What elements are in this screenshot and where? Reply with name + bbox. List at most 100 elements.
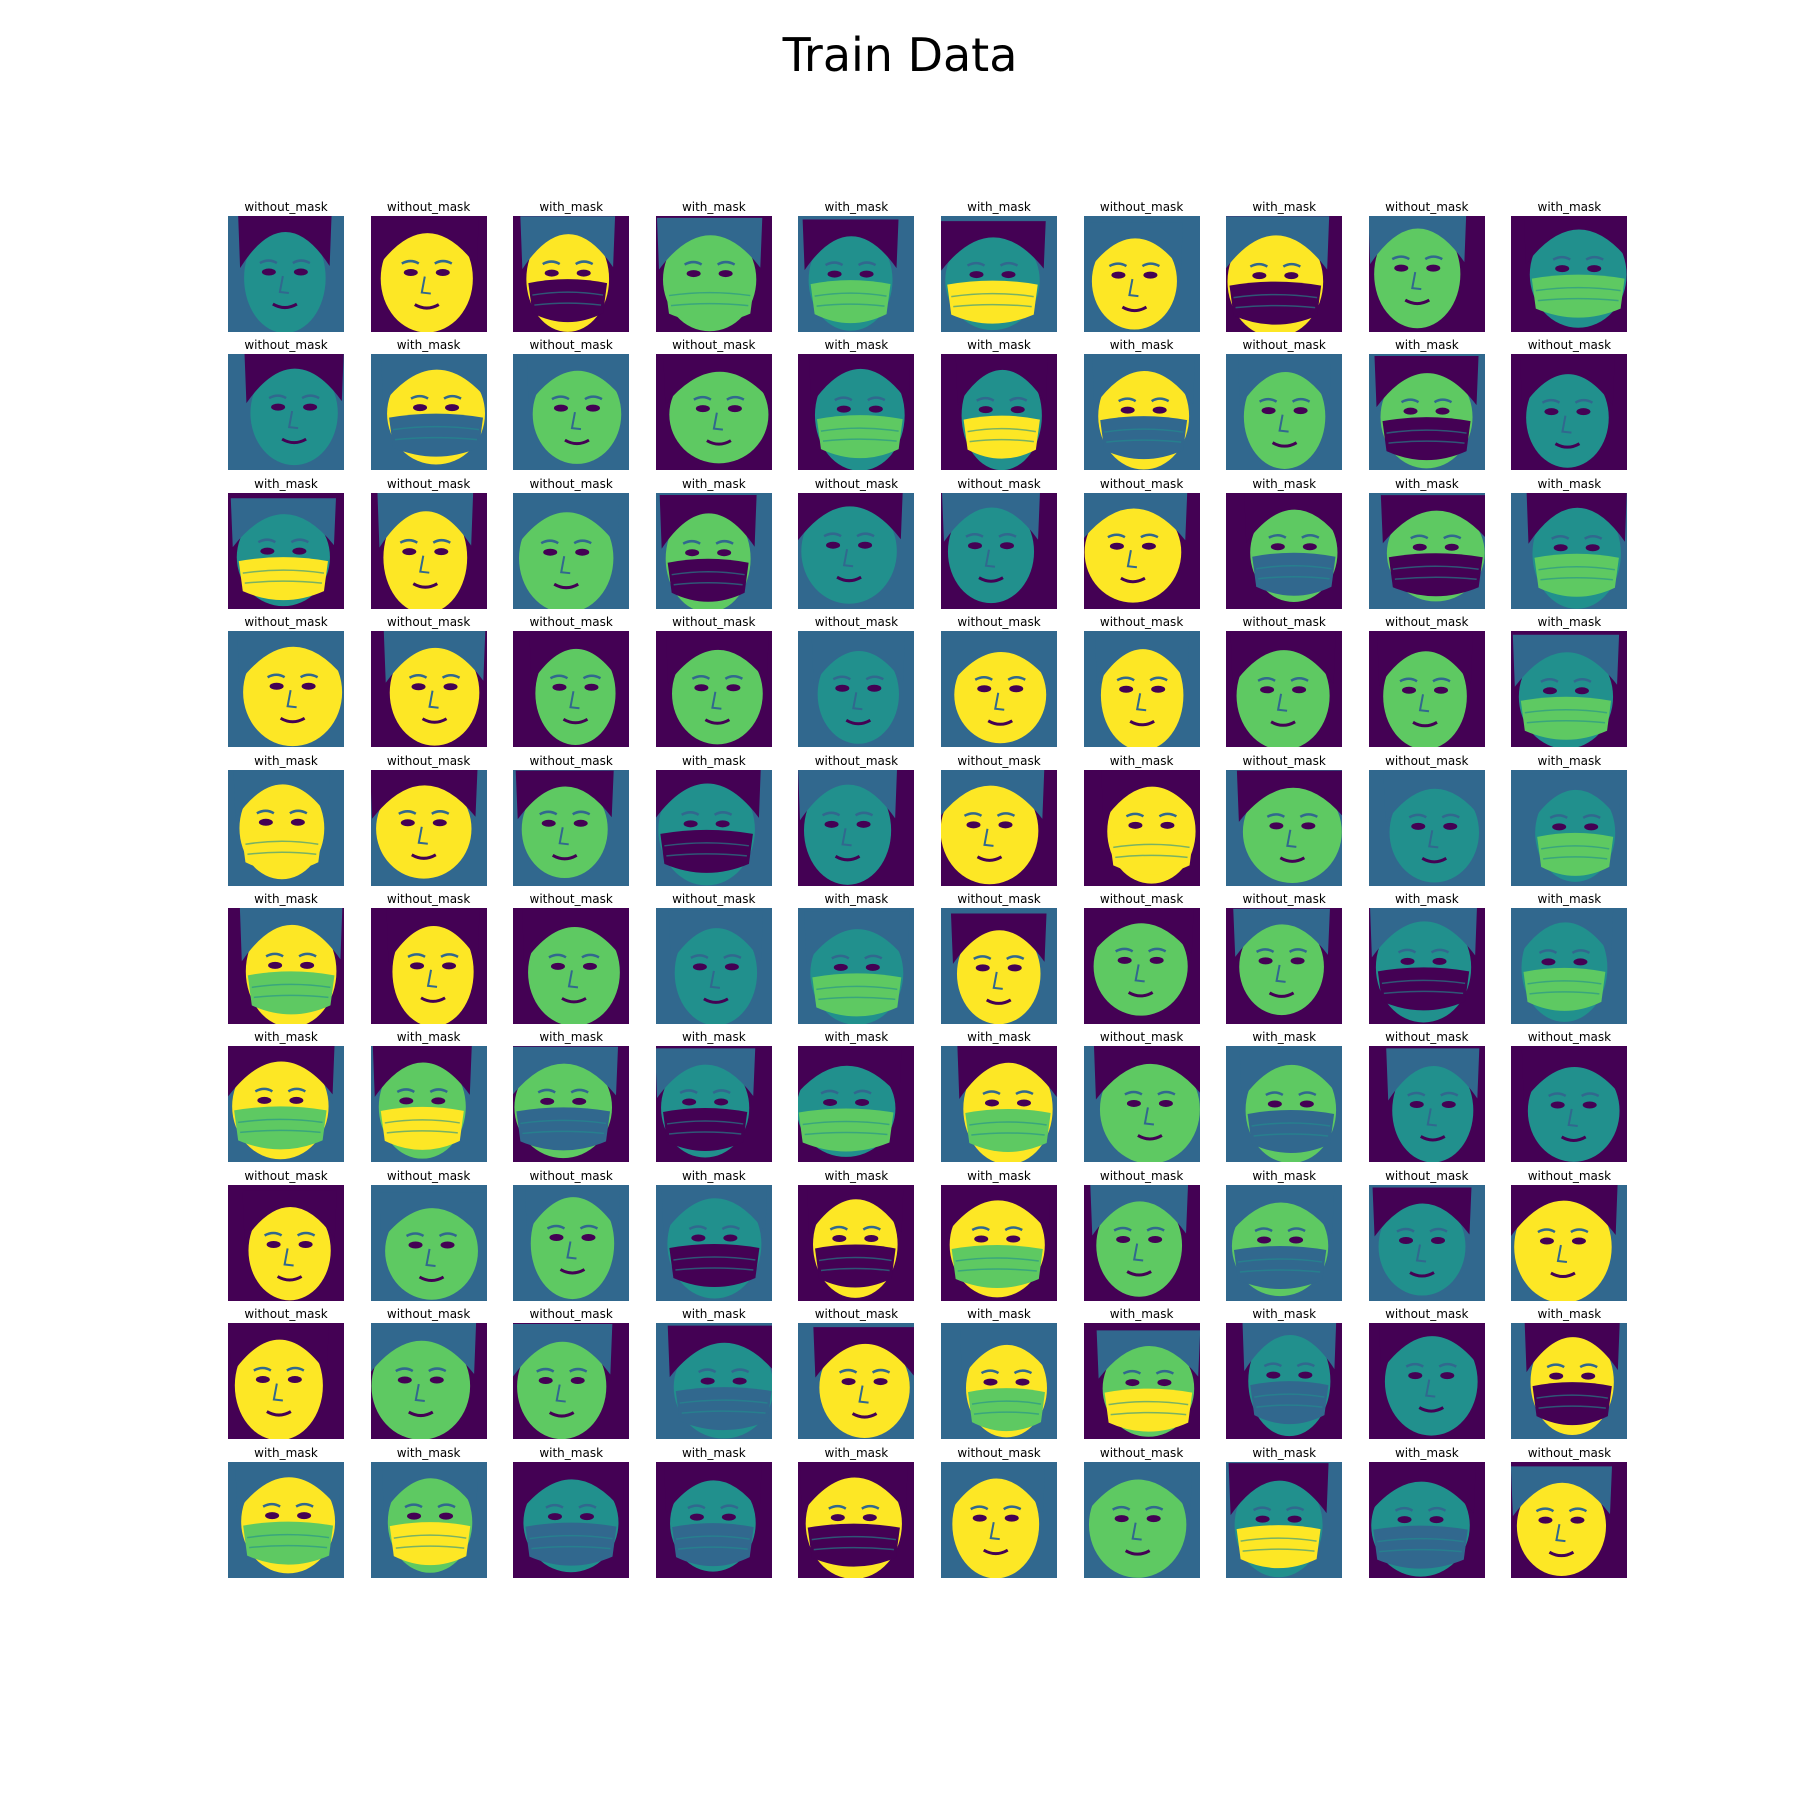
image-label: with_mask <box>254 753 318 768</box>
face-thumbnail <box>1368 1184 1485 1301</box>
face-thumbnail <box>513 908 630 1024</box>
image-label: with_mask <box>1252 476 1317 491</box>
image-label: with_mask <box>254 892 318 906</box>
face-image <box>1368 1461 1485 1578</box>
face-image <box>513 769 630 886</box>
face-thumbnail <box>1226 631 1343 748</box>
face-image <box>1368 769 1485 886</box>
face-thumbnail <box>370 631 487 748</box>
face-image <box>370 216 487 332</box>
face-thumbnail <box>228 631 344 748</box>
face-thumbnail <box>513 354 630 471</box>
face-image <box>1368 492 1485 609</box>
face-image <box>370 769 487 886</box>
image-label: without_mask <box>814 615 899 630</box>
face-image <box>941 1323 1057 1440</box>
image-label: without_mask <box>386 615 471 630</box>
face-image <box>228 1046 344 1163</box>
face-image <box>798 1046 915 1163</box>
face-image <box>1226 354 1343 471</box>
face-thumbnail <box>1226 1184 1343 1301</box>
face-thumbnail <box>655 1184 772 1301</box>
face-image <box>1511 1323 1628 1440</box>
face-thumbnail <box>941 354 1057 471</box>
face-thumbnail <box>1511 354 1628 471</box>
face-image <box>1083 354 1200 471</box>
face-image <box>513 492 630 609</box>
face-thumbnail <box>1511 769 1628 886</box>
image-label: without_mask <box>814 753 899 768</box>
image-label: with_mask <box>539 200 604 214</box>
face-image <box>941 354 1057 471</box>
image-label: without_mask <box>529 338 613 353</box>
image-label: with_mask <box>967 1030 1031 1045</box>
face-thumbnail <box>941 1461 1057 1578</box>
face-thumbnail <box>655 1046 772 1163</box>
face-image <box>1083 492 1200 609</box>
image-label: with_mask <box>1109 1307 1174 1322</box>
face-image <box>655 769 772 886</box>
face-thumbnail <box>228 216 344 332</box>
face-thumbnail <box>1083 354 1200 471</box>
face-thumbnail <box>655 908 772 1024</box>
image-label: without_mask <box>1099 1445 1184 1460</box>
face-image <box>1226 769 1343 886</box>
face-thumbnail <box>798 908 915 1024</box>
figure-title: Train Data <box>782 28 1018 82</box>
image-label: with_mask <box>681 200 746 214</box>
image-label: without_mask <box>1099 892 1184 906</box>
image-label: with_mask <box>254 476 318 491</box>
face-thumbnail <box>798 1323 915 1440</box>
face-thumbnail <box>228 908 344 1024</box>
face-image <box>798 1184 915 1301</box>
image-label: without_mask <box>814 476 899 491</box>
face-thumbnail <box>1368 769 1485 886</box>
face-thumbnail <box>228 1323 344 1440</box>
face-thumbnail <box>941 492 1057 609</box>
face-thumbnail <box>370 492 487 609</box>
face-thumbnail <box>228 769 344 886</box>
face-image <box>941 908 1057 1024</box>
face-thumbnail <box>941 1184 1057 1301</box>
face-thumbnail <box>1226 354 1343 471</box>
image-label: without_mask <box>1527 1445 1612 1460</box>
face-thumbnail <box>1368 354 1485 471</box>
face-thumbnail <box>513 1323 630 1440</box>
image-label: without_mask <box>1099 1030 1184 1045</box>
image-label: without_mask <box>529 892 613 906</box>
face-thumbnail <box>1368 631 1485 748</box>
face-thumbnail <box>941 1323 1057 1440</box>
face-image <box>1083 1046 1200 1163</box>
face-thumbnail <box>1083 1046 1200 1163</box>
face-image <box>513 631 630 748</box>
face-image <box>1368 1323 1485 1440</box>
face-thumbnail <box>1511 908 1628 1024</box>
image-label: without_mask <box>244 1307 328 1322</box>
face-image <box>228 1184 344 1301</box>
face-image <box>1083 769 1200 886</box>
image-label: without_mask <box>529 1168 613 1183</box>
face-thumbnail <box>798 492 915 609</box>
face-image <box>798 354 915 471</box>
face-thumbnail <box>1083 492 1200 609</box>
face-thumbnail <box>513 1184 630 1301</box>
face-thumbnail <box>941 1046 1057 1163</box>
face-image <box>1368 1046 1485 1163</box>
image-label: with_mask <box>539 1030 604 1045</box>
face-image <box>1226 1323 1343 1440</box>
face-image <box>1226 631 1343 748</box>
face-thumbnail <box>1511 1323 1628 1440</box>
image-label: without_mask <box>386 476 471 491</box>
image-label: with_mask <box>1252 1445 1317 1460</box>
face-image <box>370 1046 487 1163</box>
face-thumbnail <box>1368 1046 1485 1163</box>
face-thumbnail <box>1511 492 1628 609</box>
face-image <box>228 769 344 886</box>
image-label: with_mask <box>681 1445 746 1460</box>
face-thumbnail <box>370 1046 487 1163</box>
image-label: without_mask <box>529 1307 613 1322</box>
image-label: with_mask <box>824 892 889 906</box>
face-thumbnail <box>370 1461 487 1578</box>
face-thumbnail <box>1368 1323 1485 1440</box>
